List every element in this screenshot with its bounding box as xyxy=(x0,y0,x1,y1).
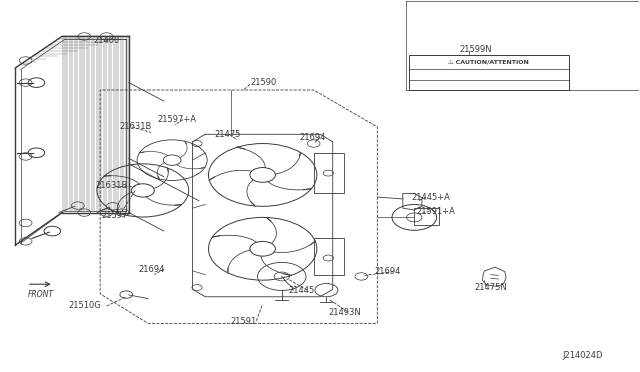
Bar xyxy=(314,153,344,193)
Text: 21694: 21694 xyxy=(374,267,401,276)
Text: J214024D: J214024D xyxy=(562,350,603,360)
Text: 21591+A: 21591+A xyxy=(417,206,456,216)
Text: 21445: 21445 xyxy=(288,286,314,295)
Text: 21631B: 21631B xyxy=(96,182,128,190)
Text: 21597+A: 21597+A xyxy=(157,115,196,124)
Text: 21599N: 21599N xyxy=(459,45,492,54)
Text: 21694: 21694 xyxy=(300,133,326,142)
Text: 21475N: 21475N xyxy=(474,283,507,292)
Text: 21694: 21694 xyxy=(138,264,164,273)
Bar xyxy=(314,238,344,275)
Text: 21590: 21590 xyxy=(250,78,276,87)
Text: 21400: 21400 xyxy=(94,36,120,45)
Text: 21597: 21597 xyxy=(101,211,128,220)
Text: FRONT: FRONT xyxy=(28,290,54,299)
Text: 21631B: 21631B xyxy=(119,122,152,131)
Bar xyxy=(409,55,568,90)
Bar xyxy=(414,208,438,225)
Text: 21445+A: 21445+A xyxy=(412,193,451,202)
Text: 21493N: 21493N xyxy=(328,308,361,317)
Text: 21591: 21591 xyxy=(231,317,257,326)
Text: 21510G: 21510G xyxy=(68,301,101,311)
Text: ⚠ CAUTION/ATTENTION: ⚠ CAUTION/ATTENTION xyxy=(449,60,529,64)
Text: 21475: 21475 xyxy=(215,130,241,139)
